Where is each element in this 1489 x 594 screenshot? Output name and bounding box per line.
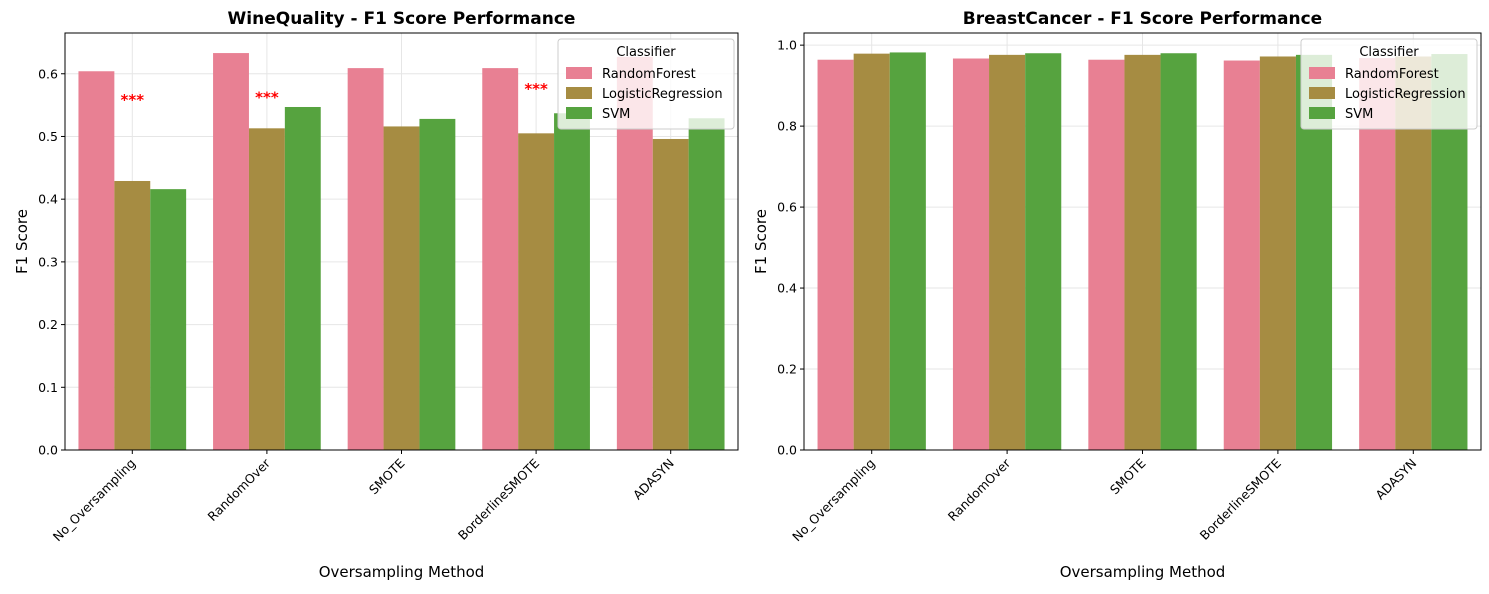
legend-swatch-randomforest (566, 67, 592, 79)
legend-box (1300, 38, 1478, 130)
y-tick-label: 0.3 (38, 254, 58, 269)
y-tick-label: 0.2 (777, 362, 797, 377)
bar-logisticregression-randomover (248, 128, 285, 451)
legend-box (557, 38, 735, 130)
bar-logisticregression-borderlinesmote (518, 133, 555, 451)
x-tick-label: No_Oversampling (50, 456, 139, 545)
y-tick-label: 0.4 (777, 281, 797, 296)
legend: Classifier RandomForest LogisticRegression… (557, 38, 735, 130)
significance-marker: *** (255, 89, 279, 107)
bar-randomforest-randomover (213, 53, 249, 451)
y-tick-label: 1.0 (777, 38, 797, 53)
significance-marker: *** (524, 80, 548, 98)
legend-label-randomforest: RandomForest (602, 67, 696, 82)
bar-svm-borderlinesmote (554, 113, 590, 451)
bar-svm-no_oversampling (889, 52, 926, 450)
y-tick-label: 0.0 (38, 443, 58, 458)
y-tick-label: 0.2 (38, 317, 58, 332)
chart-title: WineQuality - F1 Score Performance (228, 9, 576, 29)
legend-label-logisticregression: LogisticRegression (602, 87, 723, 102)
y-tick-label: 0.4 (38, 192, 58, 207)
bar-randomforest-borderlinesmote (482, 68, 519, 451)
legend-label-svm: SVM (602, 107, 630, 122)
bar-randomforest-no_oversampling (817, 59, 854, 450)
x-tick-label: SMOTE (366, 455, 408, 497)
legend-label-randomforest: RandomForest (1345, 67, 1439, 82)
y-tick-label: 0.1 (38, 380, 58, 395)
legend-title: Classifier (616, 45, 676, 60)
legend-swatch-svm (566, 107, 592, 119)
bar-logisticregression-adasyn (652, 138, 689, 451)
legend-swatch-randomforest (1309, 67, 1335, 79)
chart-winequality: 0.0 0.1 0.2 0.3 0.4 0.5 0.6 No_Oversampling Rand… (13, 9, 739, 581)
y-tick-label: 0.6 (777, 200, 797, 215)
bar-logisticregression-borderlinesmote (1259, 56, 1296, 450)
x-tick-label: RandomOver (205, 455, 274, 524)
x-tick-label: ADASYN (630, 456, 677, 503)
legend-label-logisticregression: LogisticRegression (1345, 87, 1466, 102)
bar-logisticregression-smote (1124, 54, 1161, 451)
x-tick-label: BorderlineSMOTE (455, 455, 542, 542)
significance-marker: *** (121, 91, 145, 109)
x-tick-label: BorderlineSMOTE (1197, 455, 1284, 542)
bar-randomforest-no_oversampling (78, 71, 115, 450)
bar-logisticregression-smote (383, 126, 420, 451)
chart-title: BreastCancer - F1 Score Performance (963, 9, 1322, 29)
legend-swatch-svm (1309, 107, 1335, 119)
legend-title: Classifier (1359, 45, 1419, 60)
bar-svm-randomover (284, 106, 321, 450)
chart-breastcancer: 0.0 0.2 0.4 0.6 0.8 1.0 No_Oversampling RandomO… (752, 9, 1482, 581)
legend-swatch-logisticregression (1309, 87, 1335, 99)
y-axis-label: F1 Score (13, 209, 31, 274)
x-axis-label: Oversampling Method (1060, 563, 1226, 581)
bar-randomforest-smote (347, 68, 384, 451)
legend: Classifier RandomForest LogisticRegression… (1300, 38, 1478, 130)
bar-svm-smote (419, 118, 456, 451)
bar-randomforest-borderlinesmote (1223, 60, 1260, 451)
bar-svm-randomover (1025, 53, 1062, 451)
bar-logisticregression-no_oversampling (114, 180, 151, 450)
bar-svm-no_oversampling (150, 189, 187, 451)
y-tick-label: 0.6 (38, 66, 58, 81)
y-axis-label: F1 Score (752, 209, 770, 274)
bar-logisticregression-randomover (989, 54, 1026, 451)
y-tick-label: 0.0 (777, 443, 797, 458)
x-axis-label: Oversampling Method (319, 563, 485, 581)
bar-logisticregression-no_oversampling (853, 53, 890, 450)
bar-randomforest-randomover (952, 58, 990, 450)
y-tick-label: 0.8 (777, 119, 797, 134)
x-tick-label: No_Oversampling (789, 456, 878, 545)
bar-svm-adasyn (688, 118, 725, 451)
bar-randomforest-smote (1088, 59, 1125, 450)
legend-label-svm: SVM (1345, 107, 1373, 122)
y-tick-label: 0.5 (38, 129, 58, 144)
x-tick-label: ADASYN (1372, 456, 1419, 503)
legend-swatch-logisticregression (566, 87, 592, 99)
x-tick-label: RandomOver (945, 455, 1014, 524)
x-tick-label: SMOTE (1107, 455, 1149, 497)
bar-svm-smote (1160, 53, 1197, 451)
